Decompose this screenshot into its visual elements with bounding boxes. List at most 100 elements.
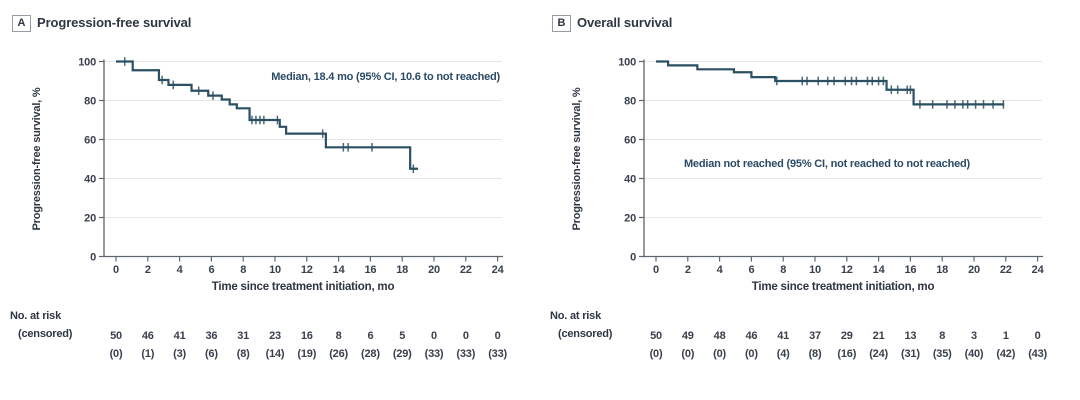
censored-count: (4)	[777, 348, 790, 360]
y-tick-label: 100	[618, 56, 636, 68]
x-tick-label: 14	[873, 264, 886, 276]
censored-count: (26)	[329, 348, 348, 360]
censored-count: (0)	[713, 348, 726, 360]
x-tick-label: 10	[809, 264, 821, 276]
censored-count: (35)	[933, 348, 952, 360]
at-risk-count: 0	[431, 330, 437, 342]
x-tick-label: 22	[1000, 264, 1012, 276]
censored-count: (8)	[809, 348, 822, 360]
censored-count: (0)	[681, 348, 694, 360]
x-tick-label: 24	[1032, 264, 1045, 276]
x-tick-label: 0	[653, 264, 659, 276]
x-tick-label: 14	[333, 264, 346, 276]
censored-count: (28)	[361, 348, 380, 360]
x-tick-label: 12	[301, 264, 313, 276]
at-risk-count: 0	[1035, 330, 1041, 342]
censored-count: (43)	[1028, 348, 1047, 360]
at-risk-count: 1	[1003, 330, 1009, 342]
x-tick-label: 12	[841, 264, 853, 276]
y-tick-label: 80	[624, 95, 636, 107]
y-tick-label: 60	[84, 134, 96, 146]
at-risk-count: 13	[904, 330, 916, 342]
km-chart-os: 020406080100050(0)249(0)448(0)646(0)841(…	[618, 56, 1047, 360]
at-risk-count: 23	[269, 330, 281, 342]
censored-count: (3)	[173, 348, 186, 360]
x-tick-label: 20	[428, 264, 440, 276]
at-risk-count: 16	[301, 330, 313, 342]
x-tick-label: 10	[269, 264, 281, 276]
at-risk-count: 31	[237, 330, 249, 342]
x-tick-label: 16	[364, 264, 376, 276]
at-risk-count: 50	[110, 330, 122, 342]
panel-letter-badge: A	[12, 15, 31, 32]
at-risk-count: 49	[682, 330, 694, 342]
at-risk-count: 50	[650, 330, 662, 342]
median-annotation: Median, 18.4 mo (95% CI, 10.6 to not rea…	[271, 71, 500, 83]
y-tick-label: 40	[624, 173, 636, 185]
y-tick-label: 100	[78, 56, 96, 68]
x-tick-label: 4	[177, 264, 184, 276]
censored-count: (33)	[425, 348, 444, 360]
at-risk-count: 8	[939, 330, 945, 342]
km-chart-pfs: 020406080100050(0)246(1)441(3)636(6)831(…	[78, 56, 507, 360]
panel-overall-survival: 0 20 40 60 80 100 0 50 (0) 2 49 (0) 4 48 (0) 6 46 (0) 8 41(…	[540, 0, 1080, 400]
censored-count: (6)	[205, 348, 218, 360]
censored-count: (14)	[266, 348, 285, 360]
at-risk-count: 36	[205, 330, 217, 342]
censored-count: (40)	[965, 348, 984, 360]
risk-table-header: No. at risk	[550, 310, 601, 322]
x-tick-label: 8	[780, 264, 786, 276]
at-risk-count: 41	[174, 330, 186, 342]
x-axis-label: Time since treatment initiation, mo	[751, 281, 935, 293]
y-tick-label: 0	[90, 251, 96, 263]
x-tick-label: 22	[460, 264, 472, 276]
median-annotation: Median not reached (95% CI, not reached …	[683, 158, 971, 170]
risk-table-censored-header: (censored)	[18, 328, 73, 340]
censored-count: (31)	[901, 348, 920, 360]
at-risk-count: 46	[142, 330, 154, 342]
x-tick-label: 18	[936, 264, 948, 276]
at-risk-count: 21	[873, 330, 885, 342]
at-risk-count: 3	[971, 330, 977, 342]
y-axis-label: Progression-free survival, %	[571, 87, 583, 231]
x-tick-label: 24	[492, 264, 505, 276]
x-tick-label: 16	[904, 264, 916, 276]
y-tick-label: 0	[630, 251, 636, 263]
censored-count: (33)	[488, 348, 507, 360]
y-tick-label: 40	[84, 173, 96, 185]
at-risk-count: 29	[841, 330, 853, 342]
x-tick-label: 4	[717, 264, 724, 276]
at-risk-count: 46	[745, 330, 757, 342]
at-risk-count: 0	[463, 330, 469, 342]
x-tick-label: 2	[685, 264, 691, 276]
censored-count: (29)	[393, 348, 412, 360]
panel-progression-free-survival: 0 20 40 60 80 100 0 50 (0) 2 46 (1) 4 41 (3) 6 36 (6) 8 31(…	[10, 15, 508, 360]
at-risk-count: 8	[336, 330, 342, 342]
censored-count: (24)	[869, 348, 888, 360]
at-risk-count: 6	[367, 330, 373, 342]
panel-title: Overall survival	[577, 15, 673, 30]
x-tick-label: 2	[145, 264, 151, 276]
censored-count: (0)	[650, 348, 663, 360]
censored-count: (33)	[456, 348, 475, 360]
censored-count: (8)	[237, 348, 250, 360]
panel-title: Progression-free survival	[37, 15, 192, 30]
x-tick-label: 18	[396, 264, 408, 276]
at-risk-count: 48	[714, 330, 726, 342]
censored-count: (16)	[837, 348, 856, 360]
censored-count: (0)	[745, 348, 758, 360]
risk-table-censored-header: (censored)	[558, 328, 613, 340]
y-tick-label: 20	[624, 212, 636, 224]
survival-curve	[656, 60, 1005, 106]
x-tick-label: 6	[748, 264, 754, 276]
at-risk-count: 41	[777, 330, 789, 342]
survival-curve	[116, 60, 419, 170]
x-axis-label: Time since treatment initiation, mo	[211, 281, 395, 293]
y-tick-label: 20	[84, 212, 96, 224]
censored-count: (19)	[297, 348, 316, 360]
y-tick-label: 60	[624, 134, 636, 146]
x-tick-label: 0	[113, 264, 119, 276]
x-tick-label: 20	[968, 264, 980, 276]
at-risk-count: 0	[495, 330, 501, 342]
at-risk-count: 37	[809, 330, 821, 342]
